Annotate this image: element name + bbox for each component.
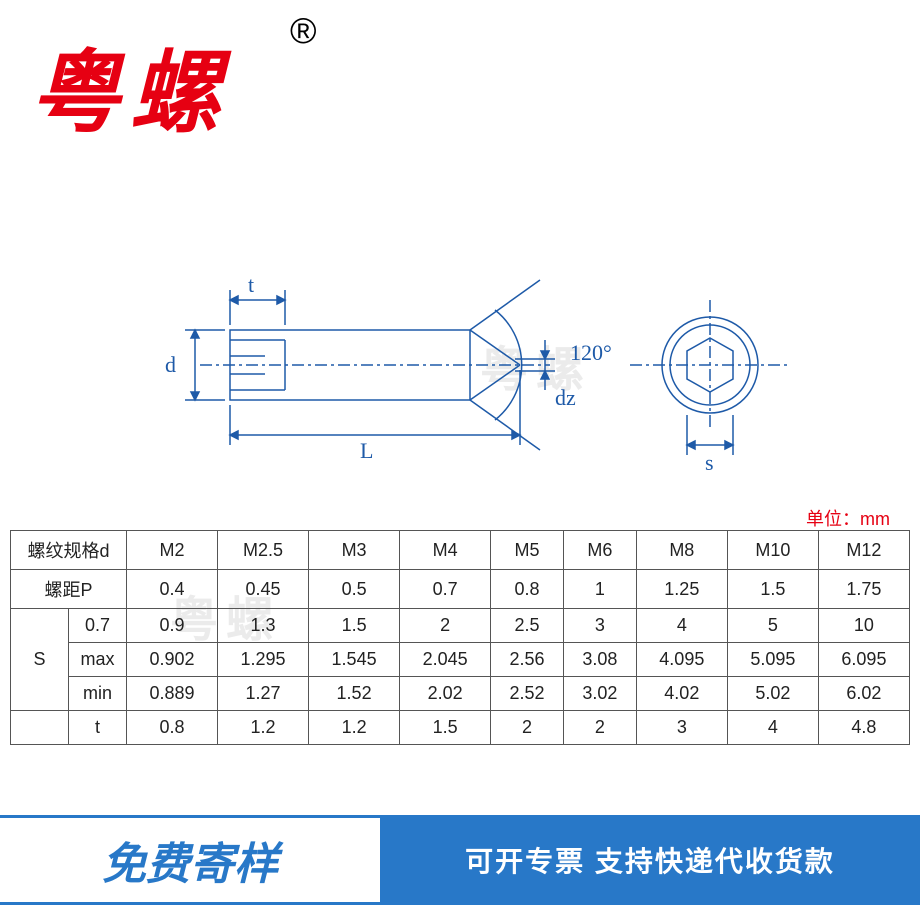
table-cell: 4.095 — [636, 643, 727, 677]
dim-label-angle: 120° — [570, 340, 612, 366]
registered-mark: ® — [290, 10, 317, 52]
dim-label-s: s — [705, 450, 714, 476]
table-cell: 1.5 — [727, 570, 818, 609]
table-cell: 2 — [400, 609, 491, 643]
table-cell: 5 — [727, 609, 818, 643]
table-cell: 0.9 — [127, 609, 218, 643]
table-cell: 0.4 — [127, 570, 218, 609]
table-cell: 1.5 — [309, 609, 400, 643]
table-cell: M4 — [400, 531, 491, 570]
table-cell: 2 — [563, 711, 636, 745]
table-cell: 1.25 — [636, 570, 727, 609]
table-subheader: t — [69, 711, 127, 745]
table-subheader: max — [69, 643, 127, 677]
table-cell: 3 — [636, 711, 727, 745]
table-cell: M2.5 — [218, 531, 309, 570]
table-cell: M5 — [491, 531, 564, 570]
table-cell: 4 — [636, 609, 727, 643]
table-cell: M6 — [563, 531, 636, 570]
table-cell: 0.8 — [127, 711, 218, 745]
table-cell: 3.08 — [563, 643, 636, 677]
dim-label-d: d — [165, 352, 176, 378]
table-cell: 1.2 — [309, 711, 400, 745]
table-cell: 4 — [727, 711, 818, 745]
dim-label-dz: dz — [555, 385, 576, 411]
table-subheader: min — [69, 677, 127, 711]
table-cell: 0.45 — [218, 570, 309, 609]
table-cell: 2 — [491, 711, 564, 745]
table-cell: M3 — [309, 531, 400, 570]
dim-label-t: t — [248, 272, 254, 298]
footer-bar: 免费寄样 可开专票 支持快递代收货款 — [0, 800, 920, 920]
table-header-label: 螺距P — [11, 570, 127, 609]
table-cell: 0.889 — [127, 677, 218, 711]
table-cell: 1.2 — [218, 711, 309, 745]
specification-table: 螺纹规格dM2M2.5M3M4M5M6M8M10M12 螺距P0.40.450.5… — [10, 530, 910, 745]
table-cell: 3 — [563, 609, 636, 643]
table-cell: M2 — [127, 531, 218, 570]
table-cell: 4.02 — [636, 677, 727, 711]
dim-label-L: L — [360, 438, 373, 464]
table-cell: 0.902 — [127, 643, 218, 677]
table-cell: 2.52 — [491, 677, 564, 711]
table-cell: 1.75 — [818, 570, 909, 609]
table-cell: 0.7 — [400, 570, 491, 609]
table-cell: 1.3 — [218, 609, 309, 643]
table-cell: 6.095 — [818, 643, 909, 677]
table-cell: 0.8 — [491, 570, 564, 609]
table-cell: 1.27 — [218, 677, 309, 711]
table-cell: 6.02 — [818, 677, 909, 711]
table-cell: 1.545 — [309, 643, 400, 677]
table-cell: 4.8 — [818, 711, 909, 745]
brand-logo: 粤螺 — [30, 20, 230, 150]
table-cell: M8 — [636, 531, 727, 570]
table-cell: M10 — [727, 531, 818, 570]
table-header-label: S — [11, 609, 69, 711]
footer-left-banner: 免费寄样 — [0, 815, 380, 905]
table-cell: 5.095 — [727, 643, 818, 677]
technical-diagram: t d L 120° dz s — [130, 260, 830, 490]
table-cell: 1.5 — [400, 711, 491, 745]
table-subheader: 0.7 — [69, 609, 127, 643]
table-cell: 1 — [563, 570, 636, 609]
table-cell: 3.02 — [563, 677, 636, 711]
unit-label: 单位：mm — [806, 505, 890, 531]
table-cell: 5.02 — [727, 677, 818, 711]
table-cell: 2.045 — [400, 643, 491, 677]
footer-right-banner: 可开专票 支持快递代收货款 — [380, 815, 920, 905]
table-cell: M12 — [818, 531, 909, 570]
table-cell: 2.02 — [400, 677, 491, 711]
table-cell: 10 — [818, 609, 909, 643]
table-header-label: 螺纹规格d — [11, 531, 127, 570]
table-cell: 2.56 — [491, 643, 564, 677]
table-cell-empty — [11, 711, 69, 745]
table-cell: 1.295 — [218, 643, 309, 677]
table-cell: 0.5 — [309, 570, 400, 609]
table-cell: 1.52 — [309, 677, 400, 711]
table-cell: 2.5 — [491, 609, 564, 643]
